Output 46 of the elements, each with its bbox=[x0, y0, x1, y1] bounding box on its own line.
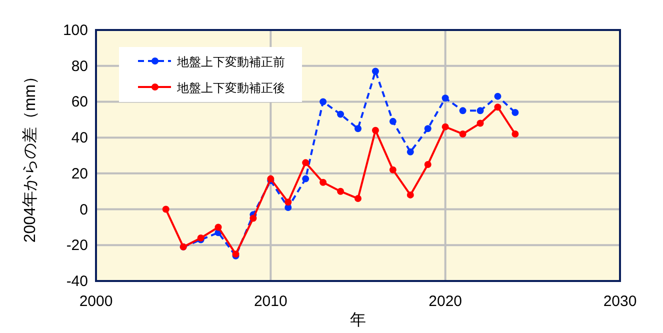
point bbox=[459, 130, 466, 138]
point bbox=[424, 125, 432, 132]
point bbox=[494, 92, 502, 100]
point bbox=[459, 107, 466, 114]
point bbox=[512, 108, 519, 116]
y-tick-label: -40 bbox=[66, 273, 88, 290]
point bbox=[320, 98, 327, 106]
legend-label: 地盤上下変動補正後 bbox=[176, 81, 285, 95]
point bbox=[337, 110, 344, 118]
point bbox=[424, 160, 432, 168]
point bbox=[476, 120, 484, 127]
point bbox=[250, 214, 257, 222]
x-tick-label: 2030 bbox=[603, 293, 637, 310]
y-tick-label: 0 bbox=[80, 201, 88, 218]
point bbox=[406, 148, 414, 156]
y-tick-label: 100 bbox=[62, 22, 88, 39]
point bbox=[442, 94, 449, 102]
point bbox=[302, 175, 310, 182]
x-tick-label: 2020 bbox=[428, 293, 462, 310]
point bbox=[372, 68, 379, 75]
point bbox=[389, 118, 396, 125]
point bbox=[354, 125, 362, 132]
point bbox=[162, 206, 170, 213]
y-tick-label: 40 bbox=[71, 130, 88, 147]
point bbox=[320, 178, 327, 186]
point bbox=[494, 104, 502, 111]
y-tick-label: 20 bbox=[71, 165, 88, 182]
point bbox=[214, 224, 222, 231]
point bbox=[389, 166, 396, 174]
point bbox=[442, 123, 449, 130]
point bbox=[406, 191, 414, 198]
legend-label: 地盤上下変動補正前 bbox=[176, 55, 285, 69]
y-tick-label: 80 bbox=[71, 58, 88, 75]
x-tick-label: 2000 bbox=[79, 293, 113, 310]
y-tick-label: 60 bbox=[71, 94, 88, 111]
point bbox=[512, 130, 519, 138]
x-axis-title: 年 bbox=[350, 312, 366, 329]
point bbox=[476, 107, 484, 114]
point bbox=[284, 198, 292, 206]
x-tick-label: 2010 bbox=[254, 293, 288, 310]
point bbox=[372, 126, 379, 134]
y-axis-title: 2004年からの差（mm） bbox=[21, 68, 39, 243]
point bbox=[337, 188, 344, 195]
point bbox=[302, 159, 310, 166]
y-tick-label: -20 bbox=[66, 237, 88, 254]
point bbox=[354, 195, 362, 202]
